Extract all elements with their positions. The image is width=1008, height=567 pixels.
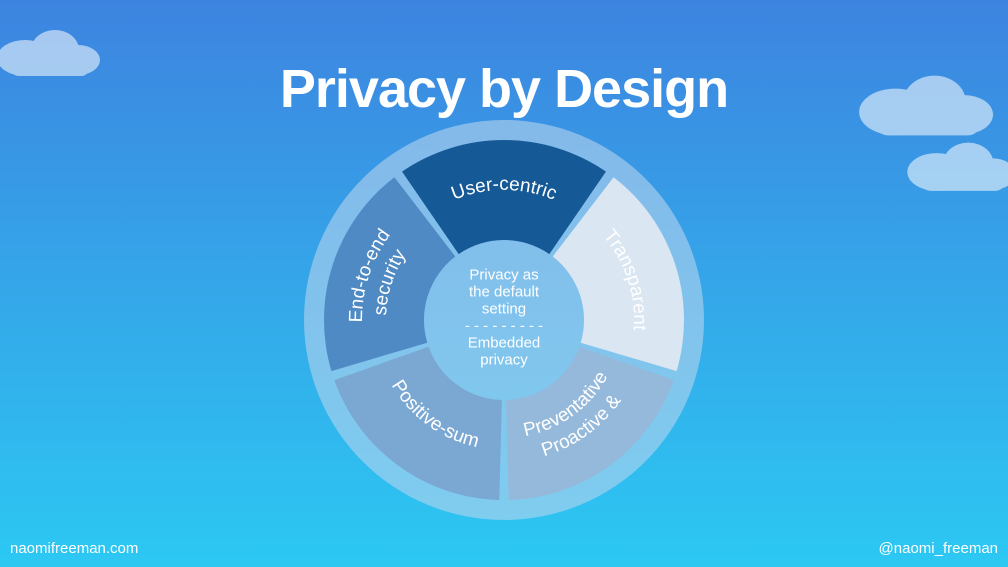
slide-stage: Privacy by Design naomifreeman.com @naom… [0,0,1008,567]
donut-center-text: Embedded [468,335,541,352]
donut-center-text: setting [482,301,526,318]
donut-center-text: the default [469,284,540,301]
donut-center-text: Privacy as [469,267,538,284]
donut-center-text: - - - - - - - - - [465,318,543,335]
footer-left: naomifreeman.com [10,540,138,557]
footer-right: @naomi_freeman [879,540,998,557]
cloud-icon [0,18,110,83]
privacy-donut-chart: User-centricTransparentProactive &Preven… [294,110,714,530]
cloud-icon [900,130,1008,198]
donut-center-text: privacy [480,352,528,369]
